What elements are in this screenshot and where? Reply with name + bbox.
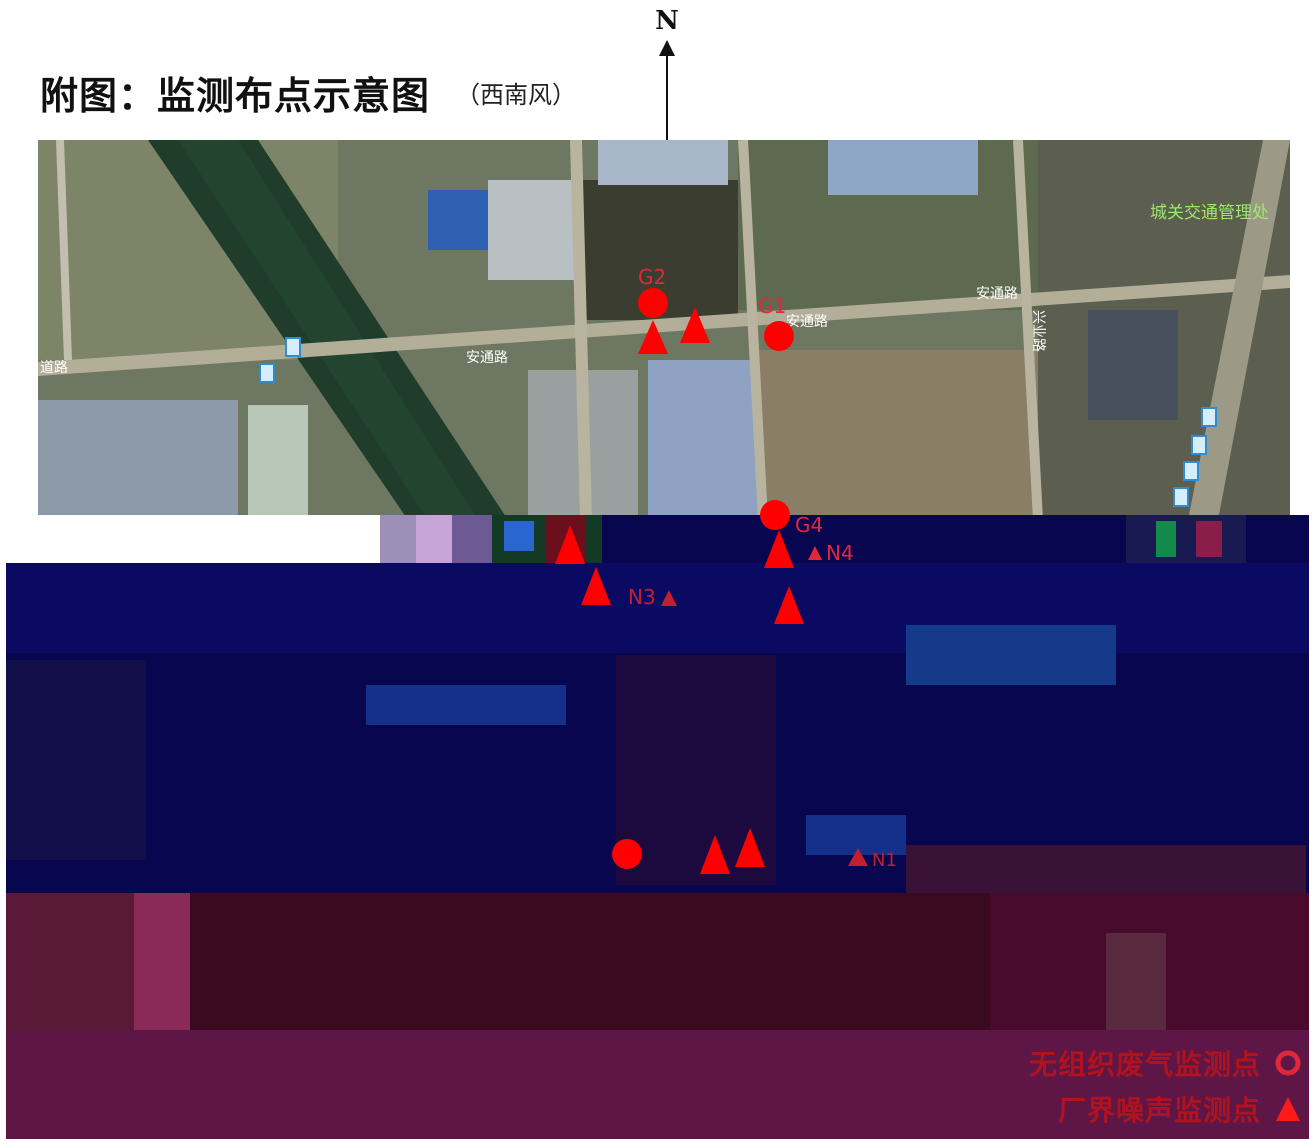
noise-monitoring-point[interactable] — [700, 835, 730, 874]
road-label-an-east: 安通路 — [786, 314, 828, 330]
road-label-an-west: 安通路 — [466, 350, 508, 366]
wind-direction-subtitle: （西南风） — [456, 80, 577, 109]
noise-monitoring-point-ghost — [808, 546, 822, 560]
page-title: 附图：监测布点示意图 — [40, 73, 431, 118]
air-monitoring-point-g4[interactable] — [760, 500, 790, 530]
bus-stop-icon[interactable] — [1201, 407, 1217, 427]
map-legend: 无组织废气监测点 厂界噪声监测点 — [1029, 1044, 1303, 1136]
point-label-n1: N1 — [872, 850, 897, 871]
title-row: 附图：监测布点示意图 （西南风） — [40, 62, 576, 122]
bus-stop-icon[interactable] — [259, 363, 275, 383]
point-label-g4: G4 — [795, 513, 823, 537]
point-label-n3: N3 — [628, 585, 656, 609]
point-label-g1: G1 — [758, 294, 786, 318]
legend-row-noise: 厂界噪声监测点 — [1029, 1090, 1303, 1128]
bus-stop-icon[interactable] — [1191, 435, 1207, 455]
image-artifact-blue-band — [6, 515, 1309, 893]
legend-row-air: 无组织废气监测点 — [1029, 1044, 1303, 1082]
road-label-vertical: 兴业路 — [1030, 310, 1046, 352]
bus-stop-icon[interactable] — [1183, 461, 1199, 481]
bus-stop-icon[interactable] — [1173, 487, 1189, 507]
noise-monitoring-point-ghost — [848, 848, 868, 866]
noise-monitoring-point-n2[interactable] — [680, 307, 710, 343]
noise-monitoring-point[interactable] — [735, 828, 765, 867]
north-label: N — [655, 6, 679, 36]
map-base: 安通路 安通路 安通路 道路 兴业路 城关交通管理处 — [38, 140, 1290, 520]
poi-label-traffic-office: 城关交通管理处 — [1150, 203, 1269, 223]
red-circle-marker-icon — [1275, 1050, 1301, 1076]
bus-stop-icon[interactable] — [285, 337, 301, 357]
image-artifact-red-band — [6, 893, 1309, 1033]
image-artifact-purple-band — [6, 1030, 1309, 1139]
noise-monitoring-point[interactable] — [555, 525, 585, 564]
point-label-n4: N4 — [826, 541, 854, 565]
air-monitoring-point-g1[interactable] — [764, 321, 794, 351]
noise-monitoring-point[interactable] — [581, 567, 611, 605]
noise-monitoring-point[interactable] — [764, 530, 794, 568]
noise-monitoring-point-n1[interactable] — [638, 320, 668, 354]
red-triangle-marker-icon — [1276, 1097, 1300, 1121]
satellite-map[interactable]: 安通路 安通路 安通路 道路 兴业路 城关交通管理处 — [38, 140, 1290, 520]
noise-monitoring-point[interactable] — [774, 586, 804, 624]
road-label-left-edge: 道路 — [40, 360, 68, 376]
air-monitoring-point-g2[interactable] — [638, 288, 668, 318]
legend-noise-label: 厂界噪声监测点 — [1057, 1094, 1261, 1127]
noise-monitoring-point-ghost — [661, 590, 677, 606]
point-label-g2: G2 — [638, 265, 666, 289]
air-monitoring-point[interactable] — [612, 839, 642, 869]
legend-air-label: 无组织废气监测点 — [1028, 1048, 1261, 1081]
road-label-an-far-east: 安通路 — [976, 286, 1018, 302]
